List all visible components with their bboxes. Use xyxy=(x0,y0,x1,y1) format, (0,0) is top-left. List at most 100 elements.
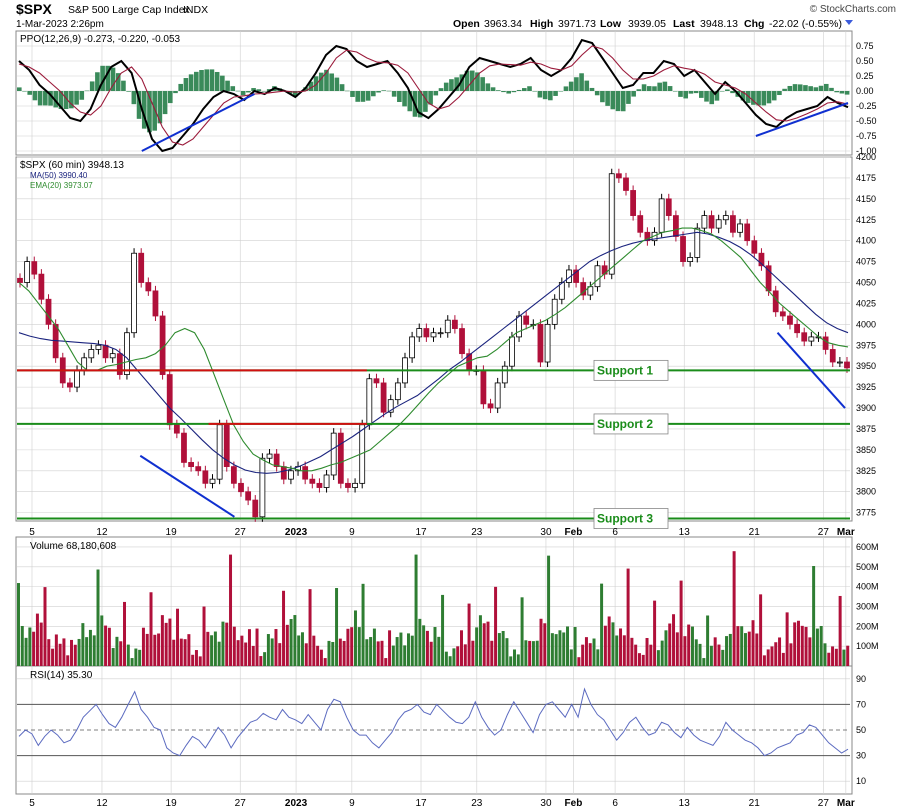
ppo-histogram-bar xyxy=(183,78,189,91)
volume-bar xyxy=(28,627,32,666)
price-candle xyxy=(637,215,644,233)
price-candle xyxy=(181,432,187,463)
volume-bar xyxy=(425,630,429,666)
volume-bar xyxy=(471,640,475,666)
ppo-histogram-bar xyxy=(173,91,178,94)
price-tick-label: 4200 xyxy=(856,152,876,162)
volume-bar xyxy=(289,619,293,666)
ppo-histogram-bar xyxy=(532,91,538,92)
volume-bar xyxy=(244,642,248,666)
x-axis-label-bottom: 6 xyxy=(612,798,618,809)
price-candle xyxy=(487,403,494,409)
volume-bar xyxy=(592,638,596,666)
ppo-histogram-bar xyxy=(839,91,845,94)
price-candle xyxy=(31,261,38,275)
price-candle xyxy=(337,432,344,484)
volume-bar xyxy=(297,635,301,666)
ppo-histogram-bar xyxy=(74,91,79,105)
ppo-tick-label: 0.75 xyxy=(856,41,874,51)
ppo-histogram-bar xyxy=(17,87,22,91)
volume-bar xyxy=(353,610,357,666)
volume-bar xyxy=(566,626,570,666)
volume-bar xyxy=(274,629,278,666)
price-candle xyxy=(273,453,280,468)
volume-bar xyxy=(547,555,551,666)
x-axis-label-bottom: 19 xyxy=(166,798,178,809)
price-candle xyxy=(516,315,522,338)
ppo-histogram-bar xyxy=(568,81,574,91)
ppo-histogram-bar xyxy=(610,91,616,110)
volume-bar xyxy=(520,597,524,666)
ppo-histogram-bar xyxy=(136,91,142,119)
price-tick-label: 4125 xyxy=(856,215,876,225)
ppo-histogram-bar xyxy=(115,73,121,91)
volume-bar xyxy=(406,633,410,666)
price-candle xyxy=(459,328,465,355)
price-tick-label: 3925 xyxy=(856,382,876,392)
price-candle xyxy=(216,424,223,480)
ppo-histogram-bar xyxy=(777,91,782,96)
volume-bar xyxy=(774,642,778,666)
ppo-histogram-bar xyxy=(672,91,678,92)
exchange-label: INDX xyxy=(183,4,208,16)
volume-bar xyxy=(210,635,214,666)
ema20-line xyxy=(18,227,849,472)
volume-bar xyxy=(225,622,229,666)
volume-bar xyxy=(804,626,808,666)
x-axis-label: 9 xyxy=(349,527,355,538)
volume-bar xyxy=(796,620,800,666)
price-candle xyxy=(730,215,736,233)
volume-bar xyxy=(300,632,304,666)
volume-bar xyxy=(278,643,282,666)
ppo-histogram-bar xyxy=(89,81,95,91)
volume-bar xyxy=(365,639,369,666)
volume-bar xyxy=(236,640,240,666)
volume-bar xyxy=(335,588,339,666)
ppo-tick-label: 0.00 xyxy=(856,86,874,96)
price-candle xyxy=(302,466,309,480)
ppo-histogram-bar xyxy=(730,91,735,94)
symbol-title: $SPX xyxy=(16,1,52,17)
price-candle xyxy=(38,273,45,300)
volume-bar xyxy=(441,594,445,666)
ppo-histogram-bar xyxy=(579,73,584,91)
ppo-histogram-bar xyxy=(308,81,314,91)
volume-bar xyxy=(743,633,747,666)
ppo-histogram-bar xyxy=(823,83,829,91)
rsi-plot: 90 70 50 30 10 xyxy=(17,666,866,794)
volume-bar xyxy=(713,637,717,666)
volume-bar xyxy=(721,649,725,666)
price-candle xyxy=(109,353,116,359)
volume-bar xyxy=(683,636,687,666)
ppo-histogram-bar xyxy=(719,91,725,92)
volume-bar xyxy=(448,656,452,666)
ppo-histogram-bar xyxy=(292,91,298,97)
volume-bar xyxy=(32,631,36,666)
x-axis-label: 13 xyxy=(679,527,691,538)
price-tick-label: 3975 xyxy=(856,340,876,350)
ppo-histogram-bar xyxy=(84,90,90,92)
volume-bar xyxy=(781,652,785,666)
volume-bar xyxy=(846,645,850,666)
volume-bar xyxy=(478,615,482,666)
volume-bar xyxy=(179,638,183,666)
volume-bar xyxy=(255,628,259,666)
price-candle xyxy=(430,332,437,338)
volume-bar xyxy=(740,626,744,666)
ppo-histogram-bar xyxy=(188,74,194,91)
x-axis-label: 30 xyxy=(540,527,552,538)
ppo-histogram-bar xyxy=(600,91,605,103)
dropdown-arrow-icon[interactable] xyxy=(845,20,853,25)
volume-bar xyxy=(656,650,660,666)
volume-bar xyxy=(391,645,395,666)
open-value: 3963.34 xyxy=(484,18,522,30)
rsi-tick-label: 10 xyxy=(856,776,866,786)
price-candle xyxy=(380,382,387,413)
volume-bar xyxy=(444,651,448,666)
ppo-histogram-bar xyxy=(626,91,631,104)
ppo-histogram-bar xyxy=(266,89,272,91)
price-candle xyxy=(95,344,102,350)
ppo-histogram-bar xyxy=(95,72,100,91)
ppo-histogram-bar xyxy=(558,91,564,92)
volume-bar xyxy=(338,638,342,666)
